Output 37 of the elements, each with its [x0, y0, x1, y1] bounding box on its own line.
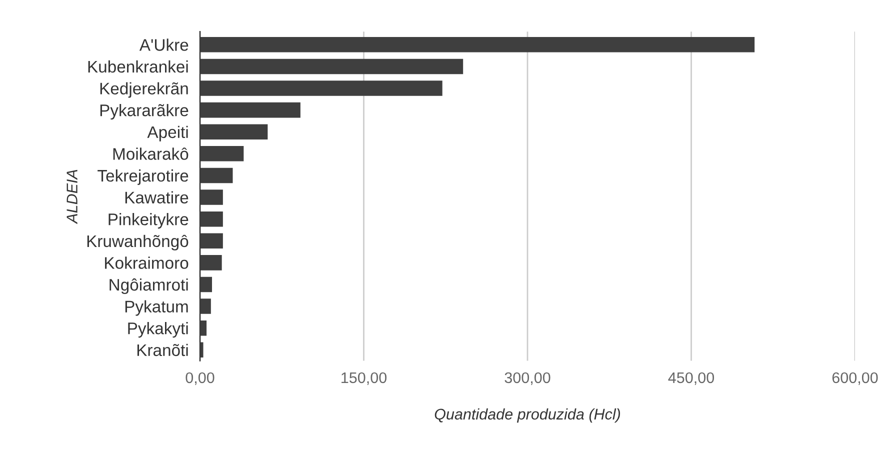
bar: [200, 37, 755, 52]
bar: [200, 168, 233, 184]
bar: [200, 58, 464, 74]
x-tick-label: 600,00: [832, 372, 878, 385]
y-tick-label: Kubenkrankei: [88, 60, 188, 73]
y-tick-label: Moikarakô: [113, 148, 188, 160]
y-tick-label: A'Ukre: [139, 38, 188, 51]
y-tick-label: Ngôiamroti: [110, 278, 188, 294]
y-tick-label: Pykararãkre: [100, 104, 188, 120]
bar: [200, 255, 222, 270]
x-tick-label: 0,00: [186, 372, 214, 385]
x-tick-label: 450,00: [668, 372, 714, 385]
y-tick-label: Kawatire: [125, 191, 188, 204]
x-tick-label: 300,00: [504, 372, 550, 385]
y-tick-label: Kokraimoro: [105, 256, 188, 269]
y-axis-title: ALDEIA: [66, 170, 78, 224]
y-tick-label: Kedjerekrãn: [100, 82, 188, 98]
y-tick-label: Pinkeitykre: [108, 213, 188, 229]
bar: [200, 124, 268, 140]
y-tick-label: Pykakyti: [128, 322, 188, 338]
bar: [200, 298, 211, 314]
y-tick-label: Tekrejarotire: [98, 169, 188, 185]
bar: [200, 146, 244, 162]
y-tick-label: Pykatum: [125, 300, 188, 316]
bar: [200, 320, 207, 336]
y-tick-label: Apeiti: [147, 126, 188, 142]
x-tick-label: 150,00: [342, 372, 387, 385]
bar: [200, 190, 223, 205]
bar: [200, 80, 442, 96]
bar: [200, 342, 204, 358]
bar: [200, 211, 223, 227]
y-tick-label: Kranõti: [137, 344, 188, 356]
bar: [200, 102, 300, 118]
bar: [200, 276, 212, 292]
x-axis-title: Quantidade produzida (Hcl): [434, 408, 620, 423]
bar: [200, 233, 223, 249]
y-tick-label: Kruwanhõngô: [87, 234, 188, 250]
